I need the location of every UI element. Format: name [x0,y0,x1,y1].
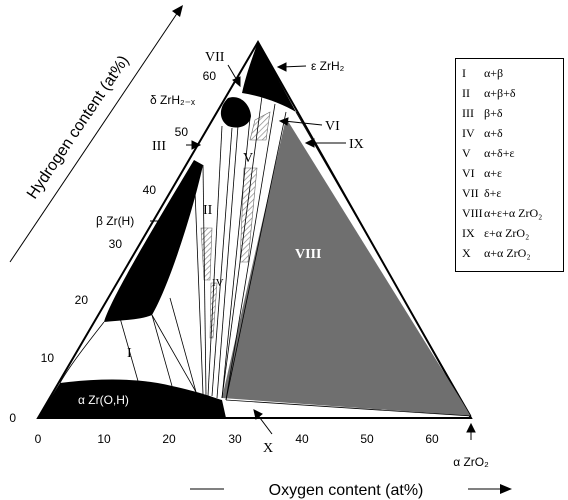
legend-num: III [462,106,474,120]
beta-zrh-region [104,160,203,322]
delta-zrh2x-region [220,97,251,128]
region-label-ix: IX [349,137,364,152]
legend-text: ε+α ZrO₂ [484,226,530,240]
y-tick: 30 [109,237,123,251]
legend-num: V [462,146,471,160]
phase-label-alpha-zroh: α Zr(O,H) [78,393,129,407]
legend-text: α+δ [484,126,503,140]
x-tick: 40 [295,432,309,446]
region-label-v: V [243,151,253,166]
legend-num: VI [462,166,475,180]
legend-row: II α+β+δ [462,86,516,100]
region-viii-area [222,118,471,416]
legend-num: II [462,86,470,100]
phase-label-beta-zrh: β Zr(H) [96,214,134,228]
region-label-vii: VII [205,50,225,65]
phase-boundaries [59,95,472,419]
phase-label-alpha-zro2: α ZrO₂ [453,455,489,469]
region-ii-area [200,227,213,281]
y-tick: 60 [203,69,217,83]
phase-label-delta-zrh2x: δ ZrH₂₋ₓ [150,93,195,107]
legend-row: VIIIα+ε+α ZrO₂ [462,206,542,220]
x-axis-title: Oxygen content (at%) [269,482,424,499]
x-tick: 20 [162,432,176,446]
y-tick: 40 [143,183,157,197]
legend-text: δ+ε [484,186,502,200]
x-tick: 30 [228,432,242,446]
legend-row: VII δ+ε [462,186,501,200]
legend-text: α+β+δ [484,86,516,100]
x-tick: 60 [425,432,439,446]
y-tick: 10 [41,351,55,365]
legend-text: α+β [484,66,504,80]
y-axis-arrowhead [172,5,183,17]
y-axis-title: Hydrogen content (at%) [24,53,133,203]
legend-text: α+ε [484,166,503,180]
region-label-vi: VI [325,119,340,134]
y-tick: 20 [75,293,89,307]
region-label-i: I [127,346,132,361]
legend-row: IX ε+α ZrO₂ [462,226,529,240]
legend-row: IV α+δ [462,126,503,140]
region-label-x: X [263,441,273,456]
legend-text: α+ε+α ZrO₂ [484,206,543,220]
x-axis-arrowhead [500,484,512,494]
epsilon-zrh2-region [242,42,296,112]
x-axis-ticks: 0 10 20 30 40 50 60 [35,432,439,446]
x-tick: 50 [360,432,374,446]
legend-text: β+δ [484,106,503,120]
phase-pointers [150,62,476,440]
region-label-viii: VIII [295,247,321,262]
legend-num: X [462,246,471,260]
x-tick: 0 [35,432,42,446]
legend-num: IV [462,126,475,140]
region-v-top-area [249,111,271,141]
legend-text: α+δ+ε [484,146,515,160]
legend-num: IX [462,226,475,240]
legend-row: VI α+ε [462,166,502,180]
legend-num: VIII [462,206,483,220]
phase-label-eps-zrh2: ε ZrH₂ [311,59,345,73]
x-tick: 10 [97,432,111,446]
alpha-zroh-region [38,379,226,418]
region-label-iv: IV [212,277,224,289]
y-axis-arrow-line [9,11,179,263]
legend-num: I [462,66,466,80]
legend-text: α+α ZrO₂ [484,246,531,260]
region-label-iii: III [152,139,166,154]
y-tick: 50 [175,125,189,139]
legend-num: VII [462,186,479,200]
y-tick: 0 [9,411,16,425]
region-label-ii: II [203,203,213,218]
region-v-area [239,167,258,263]
y-axis-ticks: 0 10 20 30 40 50 60 [9,69,216,425]
legend-row: III β+δ [462,106,503,120]
